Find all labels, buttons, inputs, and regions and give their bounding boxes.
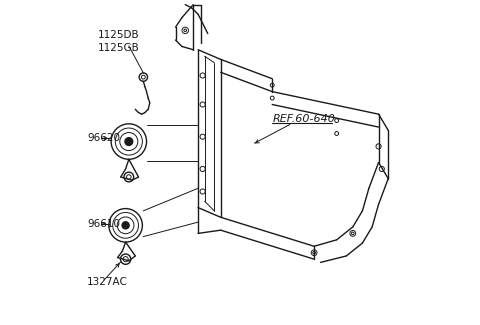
- Text: 1125GB: 1125GB: [98, 43, 140, 53]
- Text: 1125DB: 1125DB: [98, 30, 140, 40]
- Circle shape: [122, 222, 129, 229]
- Text: 96620: 96620: [87, 133, 120, 143]
- Text: REF.60-640: REF.60-640: [272, 114, 335, 124]
- Text: 96610: 96610: [87, 219, 120, 229]
- Circle shape: [125, 138, 132, 145]
- Text: 1327AC: 1327AC: [87, 277, 128, 287]
